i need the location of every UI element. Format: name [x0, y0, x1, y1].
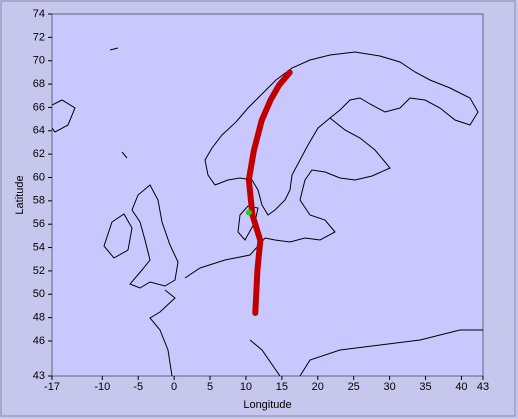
y-tick-label: 62 — [33, 148, 45, 160]
y-tick-label: 46 — [33, 335, 45, 347]
x-tick-label: 30 — [383, 381, 395, 393]
coastlines — [52, 47, 483, 376]
y-axis-label: Latitude — [14, 175, 26, 214]
y-tick-label: 50 — [33, 288, 45, 300]
y-tick-label: 70 — [33, 55, 45, 67]
x-tick-label: 5 — [207, 381, 213, 393]
x-tick-label: 35 — [419, 381, 431, 393]
y-tick-label: 74 — [33, 8, 45, 20]
y-tick-label: 56 — [33, 218, 45, 230]
y-tick-label: 58 — [33, 195, 45, 207]
y-tick-label: 54 — [33, 241, 45, 253]
x-tick-label: -17 — [44, 381, 60, 393]
plot-area — [51, 13, 484, 377]
x-tick-label: 0 — [171, 381, 177, 393]
y-tick-label: 68 — [33, 78, 45, 90]
track-line — [245, 69, 293, 316]
x-axis-label: Longitude — [243, 399, 291, 411]
plot-layer — [245, 69, 293, 316]
x-tick-label: 15 — [276, 381, 288, 393]
y-tick-label: 64 — [33, 125, 45, 137]
position-marker — [245, 209, 252, 216]
y-tick-label: 60 — [33, 171, 45, 183]
x-tick-label: -5 — [133, 381, 143, 393]
x-tick-label: 20 — [312, 381, 324, 393]
y-tick-label: 72 — [33, 31, 45, 43]
x-tick-label: 43 — [477, 381, 489, 393]
y-tick-label: 52 — [33, 265, 45, 277]
x-tick-label: 40 — [455, 381, 467, 393]
x-tick-label: 25 — [348, 381, 360, 393]
y-tick-label: 43 — [33, 370, 45, 382]
x-tick-label: -10 — [94, 381, 110, 393]
y-tick-label: 66 — [33, 101, 45, 113]
x-tick-label: 10 — [240, 381, 252, 393]
y-tick-label: 48 — [33, 312, 45, 324]
